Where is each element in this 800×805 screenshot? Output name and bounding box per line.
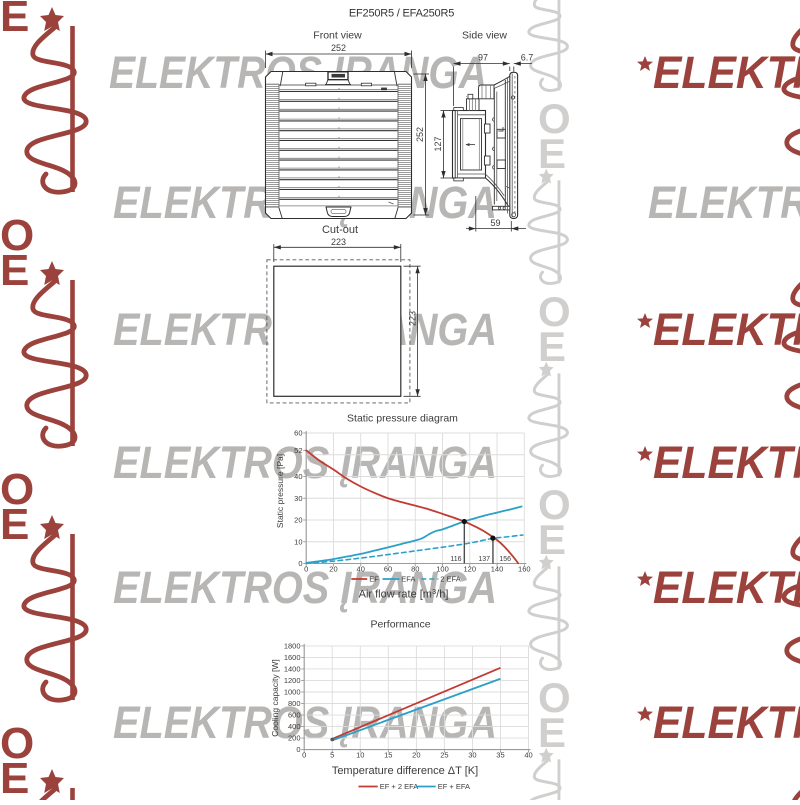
svg-text:1600: 1600 xyxy=(284,653,301,662)
svg-text:137: 137 xyxy=(478,556,490,563)
svg-text:Side view: Side view xyxy=(462,30,507,42)
svg-text:400: 400 xyxy=(288,722,301,731)
svg-text:O: O xyxy=(0,719,34,768)
svg-text:127: 127 xyxy=(433,136,443,151)
svg-text:20: 20 xyxy=(329,565,337,574)
svg-text:15: 15 xyxy=(384,751,392,760)
svg-text:E: E xyxy=(0,0,29,41)
svg-text:ELEKTROS ĮRANGA: ELEKTROS ĮRANGA xyxy=(648,177,800,228)
svg-text:E: E xyxy=(538,130,566,177)
svg-text:60: 60 xyxy=(294,429,302,438)
svg-text:ELEKTROS ĮRANGA: ELEKTROS ĮRANGA xyxy=(113,437,497,488)
svg-text:5: 5 xyxy=(330,751,334,760)
svg-text:ELEKTROS ĮRANGA: ELEKTROS ĮRANGA xyxy=(113,562,497,613)
svg-text:20: 20 xyxy=(294,516,302,525)
svg-text:140: 140 xyxy=(491,565,504,574)
svg-text:Temperature difference ΔT [K]: Temperature difference ΔT [K] xyxy=(332,765,478,777)
svg-text:100: 100 xyxy=(436,565,449,574)
svg-text:160: 160 xyxy=(518,565,531,574)
svg-text:Cooling capacity [W]: Cooling capacity [W] xyxy=(270,659,280,736)
svg-text:97: 97 xyxy=(478,53,488,63)
svg-text:156: 156 xyxy=(499,556,511,563)
svg-text:ELEKTROS: ELEKTROS xyxy=(653,304,800,355)
svg-text:10: 10 xyxy=(356,751,364,760)
svg-text:Performance: Performance xyxy=(370,619,430,631)
svg-text:E: E xyxy=(538,323,566,370)
svg-text:EF + EFA: EF + EFA xyxy=(438,782,470,791)
svg-text:Static pressure [Pa]: Static pressure [Pa] xyxy=(275,454,285,528)
svg-text:40: 40 xyxy=(357,565,365,574)
svg-text:Air flow rate [m3/h]: Air flow rate [m3/h] xyxy=(359,587,449,601)
svg-text:223: 223 xyxy=(408,311,418,326)
svg-text:30: 30 xyxy=(294,494,302,503)
svg-text:Static pressure diagram: Static pressure diagram xyxy=(347,413,458,425)
svg-text:252: 252 xyxy=(415,127,425,142)
svg-text:Front view: Front view xyxy=(313,30,362,42)
svg-text:10: 10 xyxy=(294,537,302,546)
svg-text:EF250R5 / EFA250R5: EF250R5 / EFA250R5 xyxy=(349,8,454,20)
svg-text:120: 120 xyxy=(464,565,477,574)
svg-text:0: 0 xyxy=(304,565,308,574)
svg-text:0: 0 xyxy=(302,751,306,760)
svg-text:0: 0 xyxy=(296,745,300,754)
svg-text:6.7: 6.7 xyxy=(521,53,534,63)
svg-text:O: O xyxy=(0,211,34,260)
svg-text:60: 60 xyxy=(384,565,392,574)
svg-text:80: 80 xyxy=(411,565,419,574)
svg-text:O: O xyxy=(538,288,571,335)
svg-text:600: 600 xyxy=(288,711,301,720)
svg-text:ELEKTROS: ELEKTROS xyxy=(653,47,800,98)
svg-text:E: E xyxy=(0,500,29,549)
svg-text:ELEKTROS ĮRANGA: ELEKTROS ĮRANGA xyxy=(113,697,497,748)
svg-text:59: 59 xyxy=(490,218,500,228)
svg-text:O: O xyxy=(538,95,571,142)
svg-text:1400: 1400 xyxy=(284,665,301,674)
svg-text:52: 52 xyxy=(294,446,302,455)
svg-text:25: 25 xyxy=(440,751,448,760)
svg-text:223: 223 xyxy=(331,237,346,247)
svg-text:EFA: EFA xyxy=(401,575,415,584)
svg-text:O: O xyxy=(0,465,34,514)
svg-text:O: O xyxy=(538,674,571,721)
svg-text:1200: 1200 xyxy=(284,676,301,685)
svg-text:EF + 2 EFA: EF + 2 EFA xyxy=(380,782,419,791)
svg-text:800: 800 xyxy=(288,699,301,708)
svg-text:E: E xyxy=(538,516,566,563)
svg-text:E: E xyxy=(538,709,566,756)
svg-text:ELEKTROS: ELEKTROS xyxy=(653,697,800,748)
svg-text:EF: EF xyxy=(369,575,379,584)
svg-text:ELEKTROS: ELEKTROS xyxy=(653,562,800,613)
svg-text:E: E xyxy=(0,754,29,800)
svg-text:20: 20 xyxy=(412,751,420,760)
svg-text:40: 40 xyxy=(294,472,302,481)
svg-text:2 EFA: 2 EFA xyxy=(440,575,460,584)
svg-text:Cut-out: Cut-out xyxy=(322,224,358,236)
svg-text:35: 35 xyxy=(496,751,504,760)
svg-text:0: 0 xyxy=(298,559,302,568)
svg-text:1800: 1800 xyxy=(284,642,301,651)
svg-text:200: 200 xyxy=(288,734,301,743)
svg-text:O: O xyxy=(538,481,571,528)
svg-text:30: 30 xyxy=(468,751,476,760)
svg-text:E: E xyxy=(0,246,29,295)
svg-text:ELEKTROS: ELEKTROS xyxy=(653,437,800,488)
svg-text:116: 116 xyxy=(450,556,461,563)
svg-text:252: 252 xyxy=(331,43,346,53)
svg-text:1000: 1000 xyxy=(284,688,301,697)
svg-text:40: 40 xyxy=(524,751,532,760)
